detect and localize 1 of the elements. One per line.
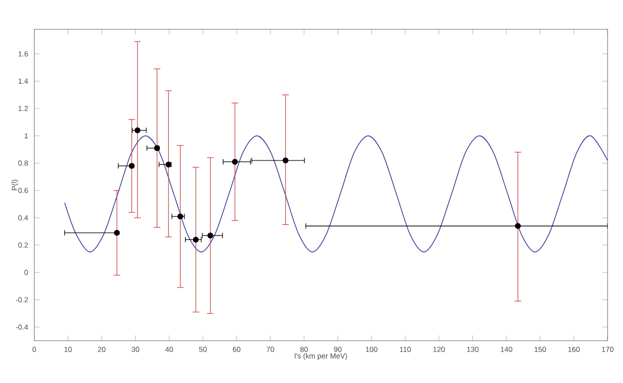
line-series (64, 135, 608, 252)
